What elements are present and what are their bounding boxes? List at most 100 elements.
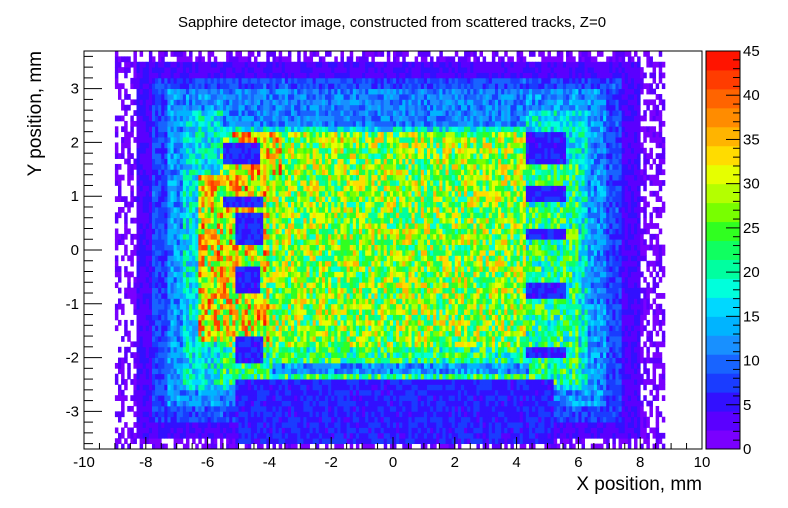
heatmap-cell [331, 293, 335, 299]
heatmap-cell [244, 395, 249, 401]
heatmap-cell [173, 158, 178, 165]
heatmap-cell [213, 77, 218, 84]
heatmap-cell [275, 185, 280, 192]
heatmap-cell [158, 336, 162, 342]
heatmap-cell [198, 293, 202, 299]
heatmap-cell [164, 212, 168, 219]
heatmap-cell [207, 83, 212, 90]
heatmap-cell [213, 255, 218, 262]
heatmap-cell [334, 319, 338, 326]
heatmap-cell [331, 276, 335, 283]
heatmap-cell [238, 260, 242, 267]
heatmap-cell [257, 206, 261, 213]
heatmap-cell [281, 373, 286, 380]
heatmap-cell [216, 293, 221, 299]
heatmap-cell [133, 298, 137, 305]
heatmap-cell [195, 244, 199, 251]
heatmap-cell [148, 72, 153, 79]
heatmap-cell [161, 250, 165, 256]
heatmap-cell [281, 99, 286, 106]
heatmap-cell [334, 298, 338, 305]
heatmap-cell [145, 293, 150, 299]
heatmap-cell [272, 120, 276, 127]
heatmap-cell [244, 287, 249, 294]
heatmap-cell [158, 287, 162, 294]
heatmap-cell [201, 368, 205, 375]
heatmap-cell [309, 158, 314, 165]
heatmap-cell [275, 115, 280, 122]
heatmap-cell [294, 228, 298, 235]
heatmap-cell [167, 233, 171, 240]
heatmap-cell [176, 276, 181, 283]
heatmap-cell [312, 99, 317, 106]
heatmap-cell [158, 325, 162, 332]
heatmap-cell [247, 169, 252, 176]
heatmap-cell [182, 314, 187, 321]
heatmap-cell [121, 309, 125, 315]
heatmap-cell [195, 443, 199, 450]
heatmap-cell [315, 83, 320, 90]
heatmap-cell [281, 389, 286, 396]
heatmap-cell [331, 180, 335, 186]
heatmap-cell [136, 110, 141, 116]
heatmap-cell [182, 190, 187, 197]
heatmap-cell [213, 131, 218, 138]
heatmap-cell [253, 255, 258, 262]
heatmap-cell [173, 250, 178, 256]
heatmap-cell [124, 137, 128, 143]
heatmap-cell [179, 147, 184, 154]
heatmap-cell [244, 77, 249, 84]
heatmap-cell [173, 190, 178, 197]
heatmap-cell [260, 244, 264, 251]
heatmap-cell [139, 244, 144, 251]
heatmap-cell [275, 233, 280, 240]
heatmap-cell [287, 88, 292, 95]
heatmap-cell [334, 169, 338, 176]
heatmap-cell [315, 411, 320, 418]
heatmap-cell [142, 416, 147, 423]
heatmap-cell [213, 153, 218, 159]
heatmap-cell [300, 389, 304, 396]
heatmap-cell [312, 276, 317, 283]
heatmap-cell [164, 432, 168, 439]
heatmap-cell [213, 303, 218, 310]
heatmap-cell [247, 266, 252, 272]
heatmap-cell [176, 153, 181, 159]
heatmap-cell [192, 239, 196, 246]
heatmap-cell [173, 137, 178, 143]
heatmap-cell [318, 346, 323, 353]
heatmap-cell [185, 298, 190, 305]
heatmap-cell [297, 158, 301, 165]
heatmap-cell [278, 384, 283, 391]
heatmap-cell [269, 293, 273, 299]
heatmap-cell [161, 309, 165, 315]
heatmap-cell [312, 77, 317, 84]
heatmap-cell [219, 110, 224, 116]
heatmap-cell [114, 260, 119, 267]
heatmap-cell [173, 379, 178, 385]
heatmap-cell [148, 368, 153, 375]
heatmap-cell [263, 212, 267, 219]
heatmap-cell [117, 411, 122, 418]
heatmap-cell [185, 271, 190, 278]
heatmap-cell [257, 212, 261, 219]
heatmap-cell [306, 206, 310, 213]
heatmap-cell [318, 416, 323, 423]
heatmap-cell [170, 309, 175, 315]
heatmap-cell [117, 276, 122, 283]
heatmap-cell [272, 51, 276, 57]
heatmap-cell [114, 147, 119, 154]
heatmap-cell [272, 169, 276, 176]
heatmap-cell [139, 260, 144, 267]
heatmap-cell [192, 137, 196, 143]
heatmap-cell [297, 206, 301, 213]
heatmap-cell [223, 61, 227, 68]
heatmap-cell [117, 357, 122, 364]
heatmap-cell [124, 293, 128, 299]
heatmap-cell [173, 336, 178, 342]
heatmap-cell [250, 400, 255, 407]
heatmap-cell [241, 341, 246, 348]
heatmap-cell [133, 384, 137, 391]
heatmap-cell [321, 346, 326, 353]
heatmap-cell [167, 276, 171, 283]
